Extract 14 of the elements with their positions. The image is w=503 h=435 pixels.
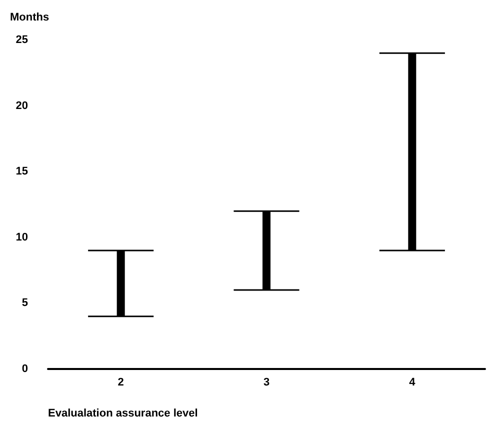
bar bbox=[408, 53, 416, 251]
x-tick-label: 3 bbox=[263, 376, 270, 388]
x-tick-label: 4 bbox=[409, 376, 416, 388]
y-tick-label: 0 bbox=[22, 363, 28, 375]
y-tick-label: 10 bbox=[16, 231, 28, 244]
y-tick-label: 5 bbox=[22, 297, 28, 310]
bar bbox=[116, 250, 125, 316]
y-tick-label: 25 bbox=[16, 34, 28, 46]
bar bbox=[262, 211, 270, 290]
y-axis-title: Months bbox=[10, 12, 50, 24]
y-tick-label: 15 bbox=[16, 166, 28, 178]
y-tick-label: 20 bbox=[16, 100, 28, 112]
x-axis-title: Evalualation assurance level bbox=[48, 408, 198, 420]
x-tick-label: 2 bbox=[118, 376, 124, 388]
